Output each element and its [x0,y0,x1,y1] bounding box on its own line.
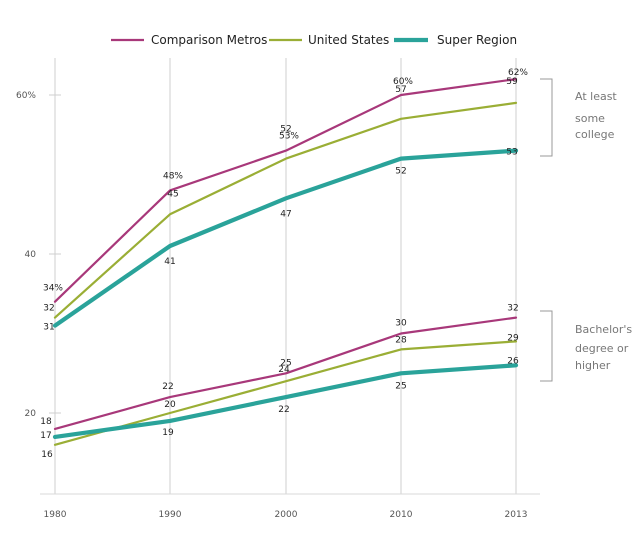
data-label-super-region-2010-group1: 52 [395,167,406,177]
y-tick-label-20: 20 [25,409,37,419]
y-tick-label-60: 60% [16,91,36,101]
data-label-united-states-2000-group1: 52 [280,125,291,135]
series-line-super-region-group2 [52,363,519,439]
data-label-united-states-1990-group2: 20 [164,400,176,410]
x-tick-label-1990: 1990 [159,510,182,520]
data-label-united-states-2010-group2: 28 [395,335,407,345]
legend-label-united-states: United States [308,33,389,47]
annotation-group1-line2: some [575,112,605,125]
annotation-group1-line3: college [575,128,615,141]
data-label-comparison-metros-2010-group1: 60% [393,77,413,87]
annotation-group2-line1: Bachelor's [575,323,632,336]
data-label-super-region-1980-group1: 31 [43,323,54,333]
data-label-super-region-2010-group2: 25 [395,381,406,391]
data-label-united-states-1980-group2: 16 [41,450,53,460]
y-tick-label-40: 40 [25,250,37,260]
data-label-comparison-metros-2010-group2: 30 [395,319,407,329]
x-tick-label-2000: 2000 [275,510,298,520]
data-label-comparison-metros-2000-group1: 53% [279,132,299,142]
data-label-comparison-metros-1990-group1: 48% [163,171,183,181]
annotation-group1-line1: At least [575,90,617,103]
data-label-united-states-2010-group1: 57 [395,85,406,95]
data-label-super-region-2013-group1: 53 [506,148,517,158]
data-label-comparison-metros-2013-group2: 32 [507,304,518,314]
data-label-super-region-1980-group2: 17 [40,431,51,441]
data-label-comparison-metros-2000-group2: 25 [280,358,291,368]
bracket-group2 [540,310,553,382]
series-line-united-states-group1 [53,101,518,319]
data-label-super-region-1990-group2: 19 [162,428,174,438]
data-label-united-states-1990-group1: 45 [167,189,178,199]
data-label-united-states-1980-group1: 32 [43,304,54,314]
data-label-comparison-metros-1990-group2: 22 [162,382,173,392]
x-tick-label-2013: 2013 [505,510,528,520]
series-line-comparison-metros-group1 [53,77,518,303]
x-tick-label-2010: 2010 [390,510,413,520]
x-tick-label-1980: 1980 [44,510,67,520]
series-line-united-states-group2 [53,340,518,446]
data-label-united-states-2013-group1: 59 [506,77,518,87]
series-line-super-region-group1 [52,148,519,328]
bracket-group1 [540,78,553,157]
data-label-united-states-2013-group2: 29 [507,333,519,343]
series-line-comparison-metros-group2 [53,316,518,430]
data-label-comparison-metros-1980-group1: 34% [43,284,63,294]
annotation-group2-line2: degree or [575,342,629,355]
data-label-super-region-2000-group2: 22 [278,405,289,415]
annotation-group2-line3: higher [575,359,611,372]
data-label-comparison-metros-2013-group1: 62% [508,68,528,78]
data-label-super-region-1990-group1: 41 [164,257,175,267]
legend-label-super-region: Super Region [437,33,517,47]
data-label-comparison-metros-1980-group2: 18 [40,417,52,427]
data-label-united-states-2000-group2: 24 [278,365,290,375]
legend-label-comparison-metros: Comparison Metros [151,33,267,47]
data-label-super-region-2000-group1: 47 [280,209,291,219]
data-label-super-region-2013-group2: 26 [507,356,519,366]
